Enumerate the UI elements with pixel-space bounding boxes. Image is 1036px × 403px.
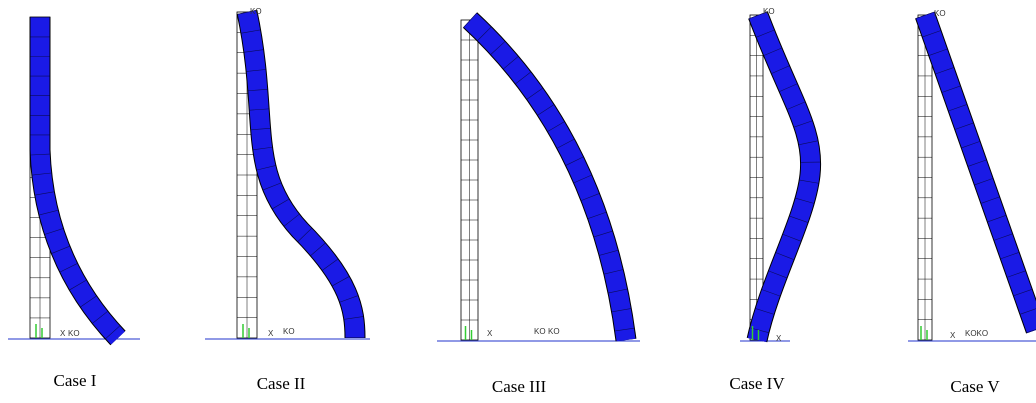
support — [921, 326, 927, 340]
support — [36, 324, 42, 338]
support — [466, 326, 472, 340]
support — [243, 324, 249, 338]
annotation: X — [487, 329, 493, 338]
deformed-shape — [757, 15, 811, 340]
deformed-shape — [247, 12, 355, 338]
annotation: KO — [68, 329, 80, 338]
case-label: Case I — [54, 371, 97, 390]
annotation: KO — [763, 7, 775, 16]
annotation: X — [60, 329, 66, 338]
deformed-mesh — [470, 20, 626, 340]
deformed-shape — [40, 17, 118, 338]
annotation: KO — [283, 327, 295, 336]
case-label: Case V — [950, 377, 1000, 396]
meshes — [8, 12, 1036, 341]
annotation: KO — [934, 9, 946, 18]
deformed-shape — [925, 15, 1036, 330]
annotation: KO — [548, 327, 560, 336]
annotation: KO — [250, 7, 262, 16]
deformed-outline — [470, 20, 626, 340]
annotation: X — [950, 331, 956, 340]
case-label: Case IV — [729, 374, 785, 393]
case-label: Case II — [257, 374, 306, 393]
annotation: KO — [534, 327, 546, 336]
annotation: X — [268, 329, 274, 338]
annotation: KOKO — [965, 329, 988, 338]
annotation: X — [776, 334, 782, 343]
case-label: Case III — [492, 377, 547, 396]
figure: Case I Case II Case III Case IV Case V X… — [0, 0, 1036, 403]
deformed-shape — [470, 20, 626, 340]
